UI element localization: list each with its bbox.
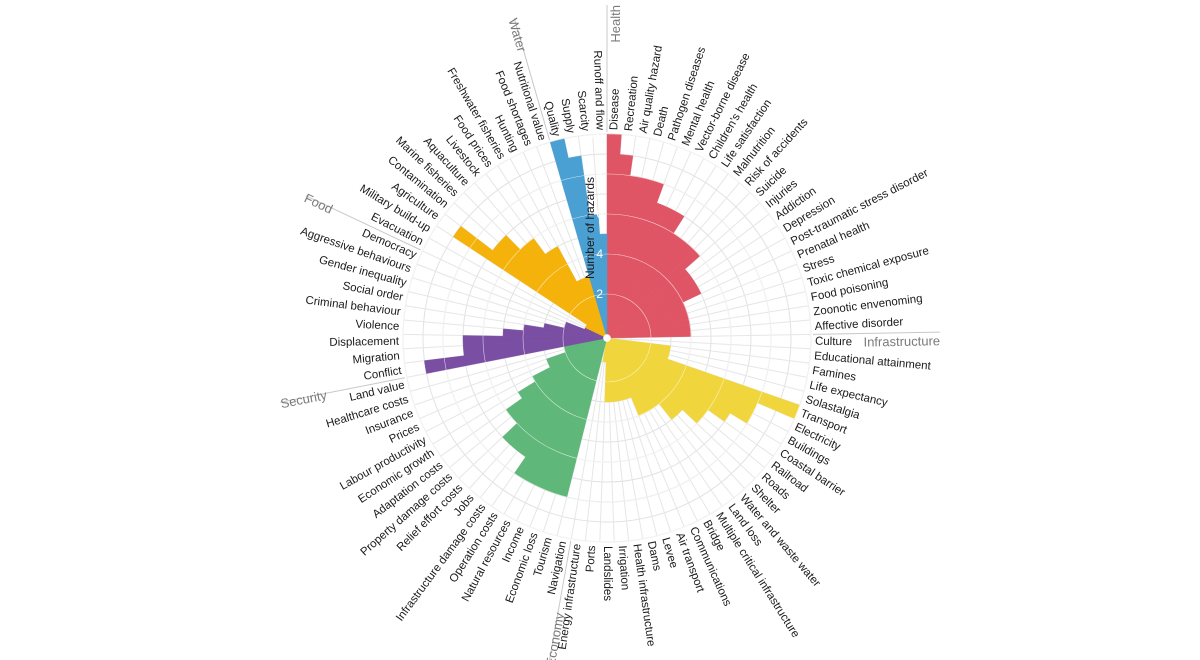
group-separator — [549, 540, 572, 660]
category-label: Dams — [645, 540, 663, 572]
y-tick-label: 6 — [596, 207, 603, 221]
y-tick-label: 8 — [596, 167, 603, 181]
bar-runoff-and-flow — [599, 233, 608, 335]
category-label: Violence — [355, 319, 399, 333]
grid-spoke — [422, 250, 604, 337]
category-label: Scarcity — [575, 90, 591, 132]
group-label: Security — [279, 387, 328, 411]
group-separator — [812, 331, 940, 335]
category-label: Migration — [352, 350, 400, 366]
group-label: Food — [302, 190, 335, 216]
category-label: Irrigation — [616, 545, 631, 590]
category-label: Affective disorder — [814, 316, 903, 333]
bar-gridline — [442, 173, 772, 503]
radial-axis: 2 4 6 8 10 Number of hazards — [583, 127, 603, 301]
bars — [402, 133, 812, 543]
group-label: Health — [608, 5, 623, 43]
y-tick-label: 4 — [596, 247, 603, 261]
y-tick-label: 10 — [590, 127, 604, 141]
bar-gridline — [402, 133, 812, 543]
bar-gridline — [522, 253, 692, 423]
grid-spoke — [584, 341, 608, 541]
group-label: Water — [506, 17, 530, 55]
group-separator — [305, 195, 421, 251]
grid-spoke — [570, 341, 607, 539]
grid-spoke — [428, 237, 604, 337]
bar-gridline — [482, 213, 732, 463]
bar-energy-infrastructure — [602, 341, 607, 363]
group-label: Infrastructure — [863, 333, 940, 349]
grid-spoke — [610, 337, 811, 350]
y-axis-title: Number of hazards — [583, 177, 597, 279]
category-label: Displacement — [329, 336, 400, 349]
category-label: Disease — [608, 88, 621, 130]
group-separator — [280, 377, 405, 403]
category-label: Culture — [815, 336, 852, 349]
category-label: Landslides — [601, 546, 613, 601]
category-label: Runoff and flow — [591, 50, 606, 131]
group-separator — [513, 18, 551, 141]
category-label: Recreation — [623, 75, 641, 132]
bar-gridline — [562, 293, 652, 383]
category-label: Ports — [584, 545, 598, 573]
y-tick-label: 2 — [596, 287, 603, 301]
category-label: Multiple critical infrastructure — [713, 510, 801, 640]
